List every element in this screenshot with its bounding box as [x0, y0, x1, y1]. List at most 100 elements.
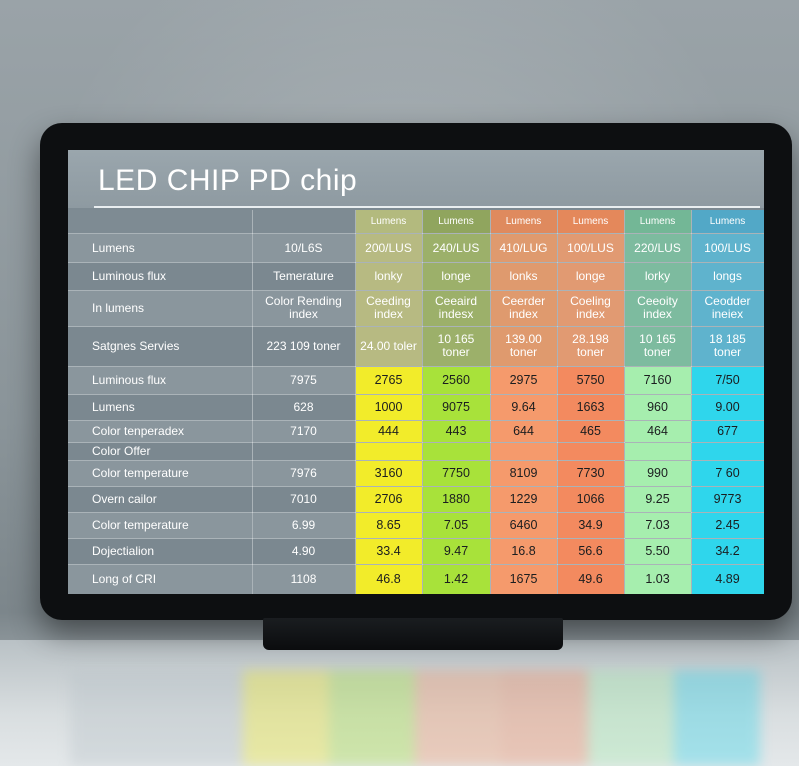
table-row: Color tenperadex 7170 444 443 644 465 46… — [68, 420, 764, 443]
table-cell: 443 — [422, 420, 491, 443]
table-cell: 200/LUS — [355, 233, 423, 263]
column-header: Lumens — [490, 210, 558, 234]
table-row: Lumens 628 1000 9075 9.64 1663 960 9.00 — [68, 394, 764, 421]
table-row: In lumens Color Rending index Ceeding in… — [68, 290, 764, 327]
row-label: Color Offer — [68, 442, 253, 461]
table-cell: 677 — [691, 420, 764, 443]
table-cell: 1229 — [490, 486, 558, 513]
table-cell: Ceeoity index — [624, 290, 692, 327]
row-label: Overn cailor — [68, 486, 253, 513]
table-cell: Coeling index — [557, 290, 625, 327]
table-header-row: Lumens Lumens Lumens Lumens Lumens Lumen… — [68, 210, 764, 234]
table-cell: 1880 — [422, 486, 491, 513]
table-cell: 7160 — [624, 366, 692, 395]
table-cell: 6460 — [490, 512, 558, 539]
reflection-band — [156, 670, 243, 766]
table-cell: 2.45 — [691, 512, 764, 539]
table-cell: 9.64 — [490, 394, 558, 421]
page-title: LED CHIP PD chip — [98, 164, 358, 197]
row-value: 223 109 toner — [252, 326, 356, 367]
reflection-band — [587, 670, 674, 766]
header-blank-label — [68, 210, 253, 234]
table-cell: 2706 — [355, 486, 423, 513]
table-cell: 7730 — [557, 460, 625, 487]
table-row: Overn cailor 7010 2706 1880 1229 1066 9.… — [68, 486, 764, 513]
table-cell: 644 — [490, 420, 558, 443]
table-cell — [422, 442, 491, 461]
table-row: Dojectialion 4.90 33.4 9.47 16.8 56.6 5.… — [68, 538, 764, 565]
column-header: Lumens — [624, 210, 692, 234]
table-cell: 9.25 — [624, 486, 692, 513]
table-cell: 33.4 — [355, 538, 423, 565]
table-cell: 444 — [355, 420, 423, 443]
column-header: Lumens — [691, 210, 764, 234]
table-cell: 1066 — [557, 486, 625, 513]
row-label: Dojectialion — [68, 538, 253, 565]
table-cell: 240/LUS — [422, 233, 491, 263]
row-label: Luminous flux — [68, 366, 253, 395]
table-cell: longe — [557, 262, 625, 291]
row-value: 7010 — [252, 486, 356, 513]
row-label: In lumens — [68, 290, 253, 327]
table-cell: 5750 — [557, 366, 625, 395]
reflection-band — [673, 670, 760, 766]
table-cell: 1.42 — [422, 564, 491, 594]
table-cell: longs — [691, 262, 764, 291]
column-header: Lumens — [355, 210, 423, 234]
column-header: Lumens — [557, 210, 625, 234]
floor — [0, 640, 799, 766]
table-cell: Ceeaird indesx — [422, 290, 491, 327]
table-cell: 28.198 toner — [557, 326, 625, 367]
table-cell: 46.8 — [355, 564, 423, 594]
row-value: 7976 — [252, 460, 356, 487]
table-cell: 9773 — [691, 486, 764, 513]
table-cell: 10 165 toner — [624, 326, 692, 367]
table-cell — [490, 442, 558, 461]
row-label: Color temperature — [68, 460, 253, 487]
row-label: Long of CRI — [68, 564, 253, 594]
row-value — [252, 442, 356, 461]
table-cell: Ceodder ineiex — [691, 290, 764, 327]
table-cell: 10 165 toner — [422, 326, 491, 367]
table-row: Long of CRI 1108 46.8 1.42 1675 49.6 1.0… — [68, 564, 764, 594]
table-cell: lorky — [624, 262, 692, 291]
table-cell: 49.6 — [557, 564, 625, 594]
row-value: 7975 — [252, 366, 356, 395]
table-cell: 960 — [624, 394, 692, 421]
table-cell: longe — [422, 262, 491, 291]
row-value: Color Rending index — [252, 290, 356, 327]
table-cell: 1.03 — [624, 564, 692, 594]
table-cell: 34.9 — [557, 512, 625, 539]
monitor-stand — [263, 618, 563, 650]
reflection-band — [328, 670, 415, 766]
table-cell — [557, 442, 625, 461]
column-header: Lumens — [422, 210, 491, 234]
table-cell: 7 60 — [691, 460, 764, 487]
table-cell: 34.2 — [691, 538, 764, 565]
row-value: 4.90 — [252, 538, 356, 565]
table-cell: 3160 — [355, 460, 423, 487]
led-spec-table: Lumens Lumens Lumens Lumens Lumens Lumen… — [68, 210, 764, 594]
table-cell: 7750 — [422, 460, 491, 487]
table-cell: 9.47 — [422, 538, 491, 565]
table-cell: 100/LUS — [691, 233, 764, 263]
table-cell: Ceerder index — [490, 290, 558, 327]
row-label: Luminous flux — [68, 262, 253, 291]
table-row: Luminous flux 7975 2765 2560 2975 5750 7… — [68, 366, 764, 395]
table-cell: 9.00 — [691, 394, 764, 421]
row-value: 628 — [252, 394, 356, 421]
table-row: Color temperature 6.99 8.65 7.05 6460 34… — [68, 512, 764, 539]
table-cell: 990 — [624, 460, 692, 487]
title-bar: LED CHIP PD chip — [68, 150, 764, 208]
table-row: Color Offer — [68, 442, 764, 461]
table-row: Luminous flux Temerature lonky longe lon… — [68, 262, 764, 291]
reflection-band — [415, 670, 502, 766]
table-cell: 1663 — [557, 394, 625, 421]
table-cell: lonks — [490, 262, 558, 291]
row-value: 6.99 — [252, 512, 356, 539]
header-blank-value — [252, 210, 356, 234]
row-value: 7170 — [252, 420, 356, 443]
table-cell: lonky — [355, 262, 423, 291]
table-cell: 410/LUG — [490, 233, 558, 263]
table-cell: 24.00 toler — [355, 326, 423, 367]
